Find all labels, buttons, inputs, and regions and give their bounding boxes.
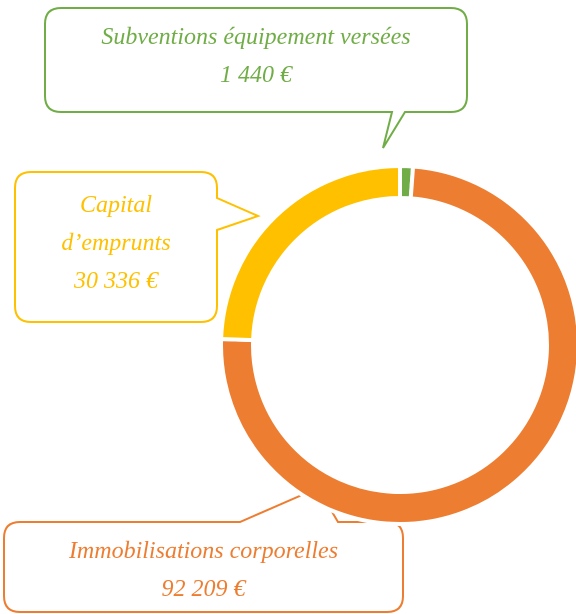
value-label: 92 209 € <box>161 576 246 602</box>
category-name: Subventions équipement versées <box>101 24 411 50</box>
donut-slice <box>219 164 576 526</box>
slice-label: Immobilisations corporelles 92 209 € <box>4 532 403 608</box>
slice-label: Capital d’emprunts 30 336 € <box>41 186 191 300</box>
callout <box>14 171 261 323</box>
value-label: 1 440 € <box>220 62 292 88</box>
category-name: Immobilisations corporelles <box>68 538 339 564</box>
callout <box>44 7 468 149</box>
slice-label: Subventions équipement versées 1 440 € <box>45 18 467 94</box>
category-name: Capital d’emprunts <box>61 192 171 256</box>
value-label: 30 336 € <box>74 268 158 294</box>
donut-slice <box>219 163 402 343</box>
